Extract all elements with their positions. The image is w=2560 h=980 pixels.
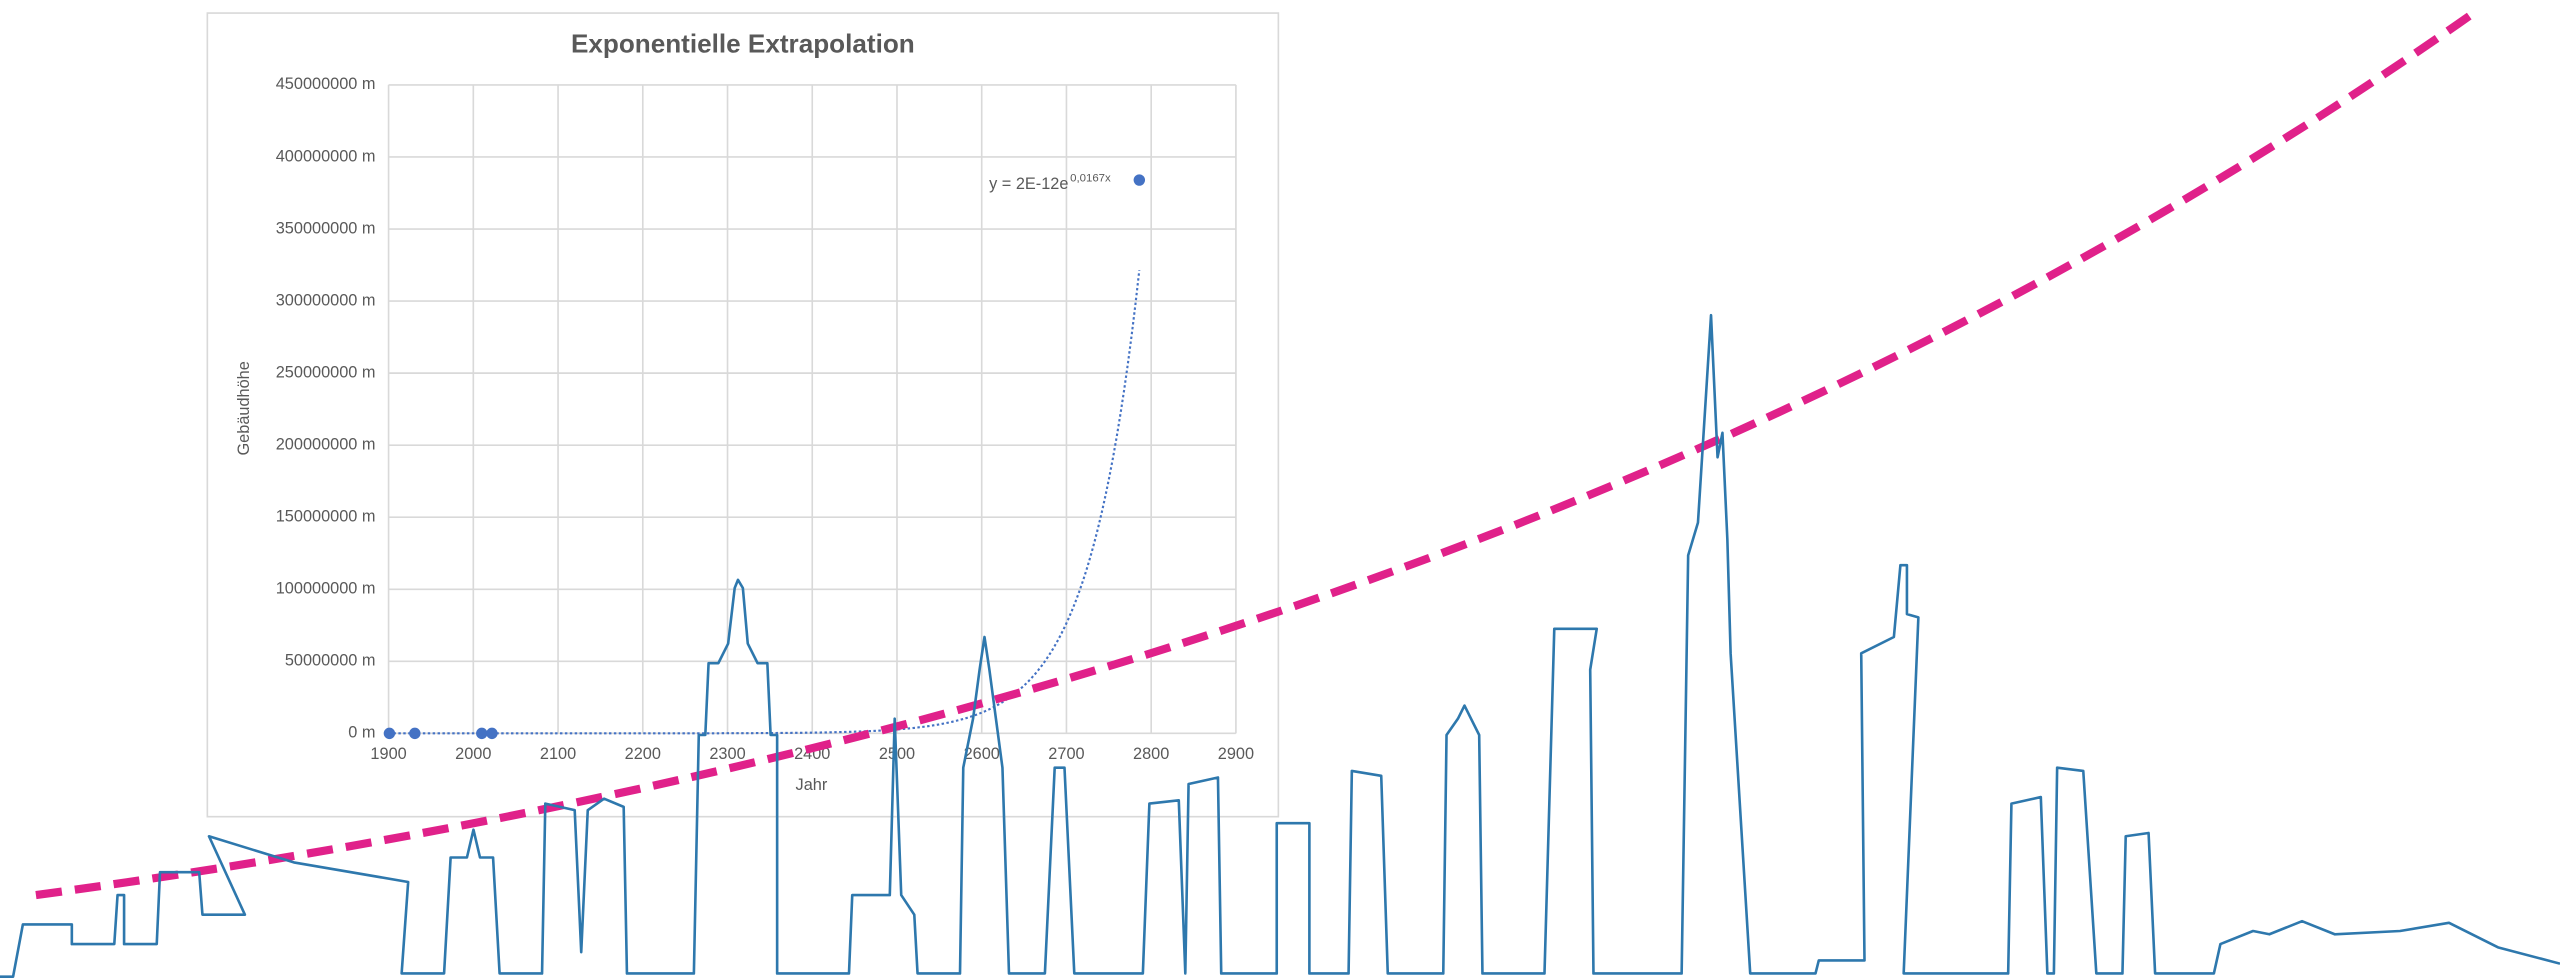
data-point [1133, 174, 1146, 186]
y-tick-label: 300000000 m [276, 291, 376, 309]
y-tick-label: 400000000 m [276, 147, 376, 165]
x-tick-label: 2000 [455, 745, 491, 763]
x-tick-label: 2300 [709, 745, 745, 763]
x-axis-title: Jahr [796, 776, 828, 794]
y-tick-label: 350000000 m [276, 219, 376, 237]
y-tick-label: 250000000 m [276, 363, 376, 381]
decorative-curve [35, 9, 2476, 900]
y-tick-label: 50000000 m [285, 652, 376, 670]
x-tick-label: 2700 [1048, 745, 1084, 763]
trendline-label: y = 2E-12e [989, 175, 1068, 193]
y-tick-label: 100000000 m [276, 580, 376, 598]
x-tick-label: 1900 [370, 745, 406, 763]
y-tick-label: 450000000 m [276, 75, 376, 93]
y-tick-label: 150000000 m [276, 508, 376, 526]
x-tick-label: 2200 [625, 745, 661, 763]
chart-frame [206, 12, 1280, 818]
x-tick-label: 2600 [964, 745, 1000, 763]
y-tick-label: 0 m [348, 724, 375, 742]
y-tick-label: 200000000 m [276, 435, 376, 453]
skyline [0, 313, 2560, 979]
chart-title: Exponentielle Extrapolation [571, 29, 915, 59]
trendline-exponent: 0,0167x [1070, 172, 1111, 184]
x-tick-label: 2800 [1133, 745, 1169, 763]
x-tick-label: 2900 [1218, 745, 1254, 763]
y-axis-title: Gebäudhöhe [235, 361, 253, 455]
x-tick-label: 2100 [540, 745, 576, 763]
